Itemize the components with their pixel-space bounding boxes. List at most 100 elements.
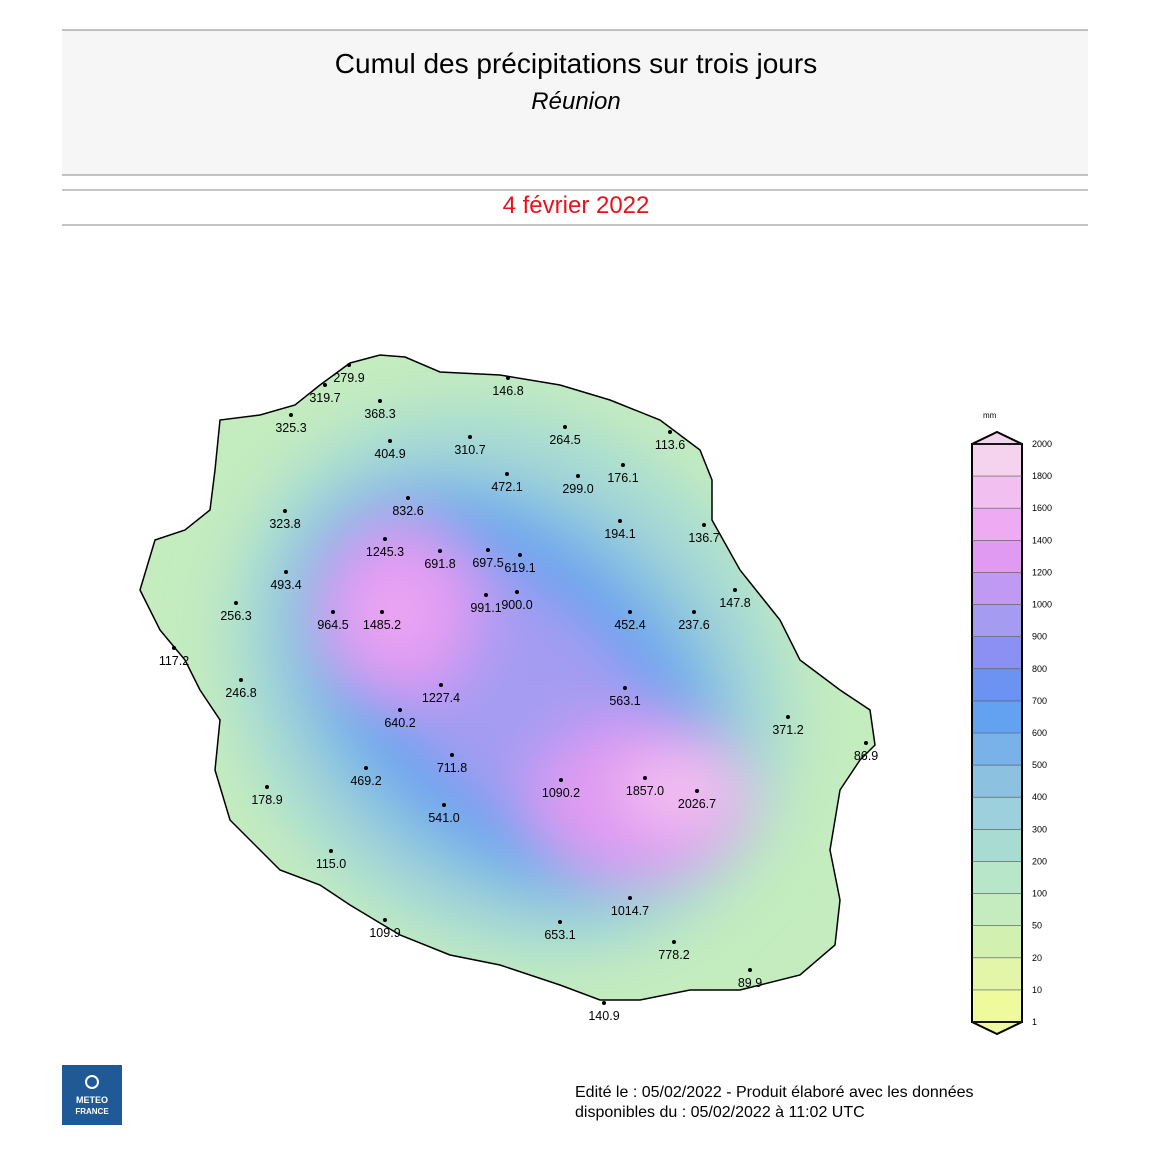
station-dot: [172, 646, 176, 650]
legend-label: 700: [1032, 696, 1047, 706]
station-dot: [602, 1001, 606, 1005]
station-dot: [347, 363, 351, 367]
station-dot: [515, 590, 519, 594]
station-dot: [331, 610, 335, 614]
station-dot: [329, 849, 333, 853]
station-value: 2026.7: [678, 797, 716, 811]
station-value: 115.0: [316, 857, 346, 871]
legend-label: 500: [1032, 760, 1047, 770]
legend-swatch: [972, 925, 1022, 959]
station-value: 832.6: [392, 504, 423, 518]
station-dot: [695, 789, 699, 793]
station-value: 541.0: [428, 811, 459, 825]
station-dot: [692, 610, 696, 614]
station-value: 469.2: [350, 774, 381, 788]
legend-cap: [971, 1021, 1023, 1036]
legend-swatch: [972, 700, 1022, 734]
station-value: 563.1: [609, 694, 640, 708]
station-dot: [283, 509, 287, 513]
station-dot: [668, 430, 672, 434]
station-dot: [506, 376, 510, 380]
legend-label: 300: [1032, 824, 1047, 834]
station-dot: [380, 610, 384, 614]
legend-label: 1200: [1032, 567, 1052, 577]
footer: Edité le : 05/02/2022 - Produit élaboré …: [575, 1084, 974, 1101]
station-value: 404.9: [374, 447, 405, 461]
legend-label: 1: [1032, 1017, 1037, 1027]
station-dot: [559, 778, 563, 782]
station-dot: [486, 548, 490, 552]
station-value: 279.9: [333, 371, 364, 385]
subtitle: Réunion: [531, 88, 620, 115]
station-dot: [289, 413, 293, 417]
station-value: 319.7: [309, 391, 340, 405]
station-dot: [442, 803, 446, 807]
legend-label: 200: [1032, 856, 1047, 866]
legend-swatch: [972, 444, 1022, 477]
logo-text: FRANCE: [75, 1107, 109, 1116]
legend-label: 600: [1032, 728, 1047, 738]
logo-icon: [85, 1075, 99, 1089]
footer: disponibles du : 05/02/2022 à 11:02 UTC: [575, 1104, 865, 1121]
station-value: 452.4: [614, 618, 645, 632]
legend-swatch: [972, 572, 1022, 606]
legend-label: 900: [1032, 632, 1047, 642]
station-value: 1090.2: [542, 786, 580, 800]
station-value: 325.3: [275, 421, 306, 435]
station-value: 86.9: [854, 749, 878, 763]
station-value: 1857.0: [626, 784, 664, 798]
station-dot: [265, 785, 269, 789]
station-dot: [383, 918, 387, 922]
station-value: 113.6: [655, 438, 685, 452]
station-value: 299.0: [562, 482, 593, 496]
station-value: 1245.3: [366, 545, 404, 559]
station-dot: [558, 920, 562, 924]
station-value: 140.9: [588, 1009, 619, 1023]
legend-label: 20: [1032, 953, 1042, 963]
station-dot: [733, 588, 737, 592]
station-value: 640.2: [384, 716, 415, 730]
station-value: 194.1: [604, 527, 635, 541]
legend-swatch: [972, 508, 1022, 541]
date: 4 février 2022: [503, 192, 650, 219]
station-value: 371.2: [772, 723, 803, 737]
station-value: 237.6: [678, 618, 709, 632]
station-value: 136.7: [688, 531, 719, 545]
station-value: 900.0: [501, 598, 532, 612]
station-value: 147.8: [719, 596, 750, 610]
legend-label: 1800: [1032, 471, 1052, 481]
station-dot: [378, 399, 382, 403]
station-dot: [439, 683, 443, 687]
station-dot: [672, 940, 676, 944]
legend-swatch: [972, 829, 1022, 862]
station-dot: [518, 553, 522, 557]
station-value: 256.3: [220, 609, 251, 623]
station-dot: [628, 896, 632, 900]
station-value: 619.1: [504, 561, 535, 575]
station-dot: [623, 686, 627, 690]
station-dot: [284, 570, 288, 574]
legend-label: 1000: [1032, 600, 1052, 610]
station-value: 323.8: [269, 517, 300, 531]
station-value: 1014.7: [611, 904, 649, 918]
station-value: 368.3: [364, 407, 395, 421]
legend-swatch: [972, 540, 1022, 573]
station-value: 691.8: [424, 557, 455, 571]
legend-swatch: [972, 636, 1022, 670]
legend-swatch: [972, 861, 1022, 895]
station-value: 493.4: [270, 578, 301, 592]
station-dot: [864, 741, 868, 745]
logo-text: METEO: [76, 1095, 108, 1105]
legend-label: 50: [1032, 921, 1042, 931]
station-dot: [364, 766, 368, 770]
legend-swatch: [972, 733, 1022, 766]
station-dot: [576, 474, 580, 478]
legend-label: 2000: [1032, 439, 1052, 449]
legend-swatch: [972, 668, 1022, 702]
station-dot: [563, 425, 567, 429]
station-value: 89.9: [738, 976, 762, 990]
station-dot: [468, 435, 472, 439]
legend-swatch: [972, 765, 1022, 798]
legend-label: 100: [1032, 889, 1047, 899]
